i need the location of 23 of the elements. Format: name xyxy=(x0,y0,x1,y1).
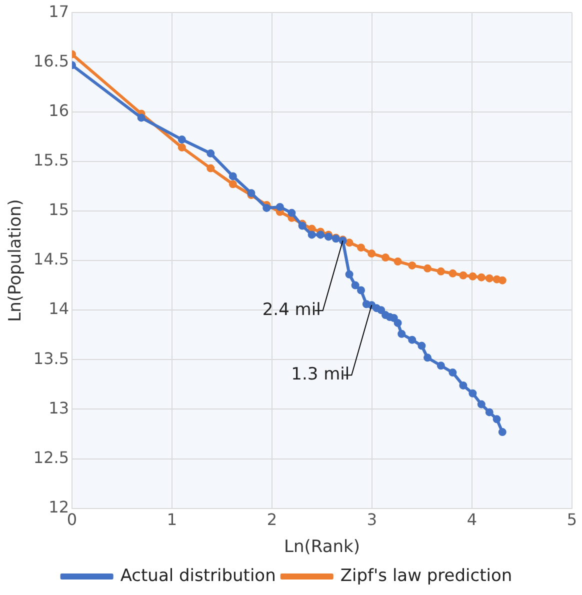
y-tick-label: 16.5 xyxy=(33,51,70,70)
x-tick-label: 0 xyxy=(66,510,78,530)
x-tick-label: 5 xyxy=(566,510,578,530)
x-tick-label: 1 xyxy=(166,510,178,530)
legend-label: Zipf's law prediction xyxy=(340,566,512,586)
y-tick-label: 12.5 xyxy=(33,448,70,467)
y-tick-label: 17 xyxy=(48,2,70,21)
y-tick-label: 14 xyxy=(48,299,70,318)
y-tick-label: 15.5 xyxy=(33,150,70,170)
legend-label: Actual distribution xyxy=(120,566,276,586)
y-tick-label: 16 xyxy=(48,100,70,120)
y-tick-label: 14.5 xyxy=(33,250,70,269)
y-axis-title: Ln(Population) xyxy=(6,199,26,322)
y-tick-label: 13.5 xyxy=(33,348,70,368)
annotation: 2.4 mil xyxy=(262,300,321,320)
x-tick-label: 4 xyxy=(466,510,478,530)
annotation: 1.3 mil xyxy=(291,364,350,385)
x-axis-title: Ln(Rank) xyxy=(284,537,360,558)
y-tick-label: 13 xyxy=(48,398,70,418)
y-tick-label: 15 xyxy=(48,200,70,220)
x-tick-label: 3 xyxy=(366,510,378,530)
x-tick-label: 2 xyxy=(266,510,278,530)
y-tick-label: 12 xyxy=(48,498,70,517)
